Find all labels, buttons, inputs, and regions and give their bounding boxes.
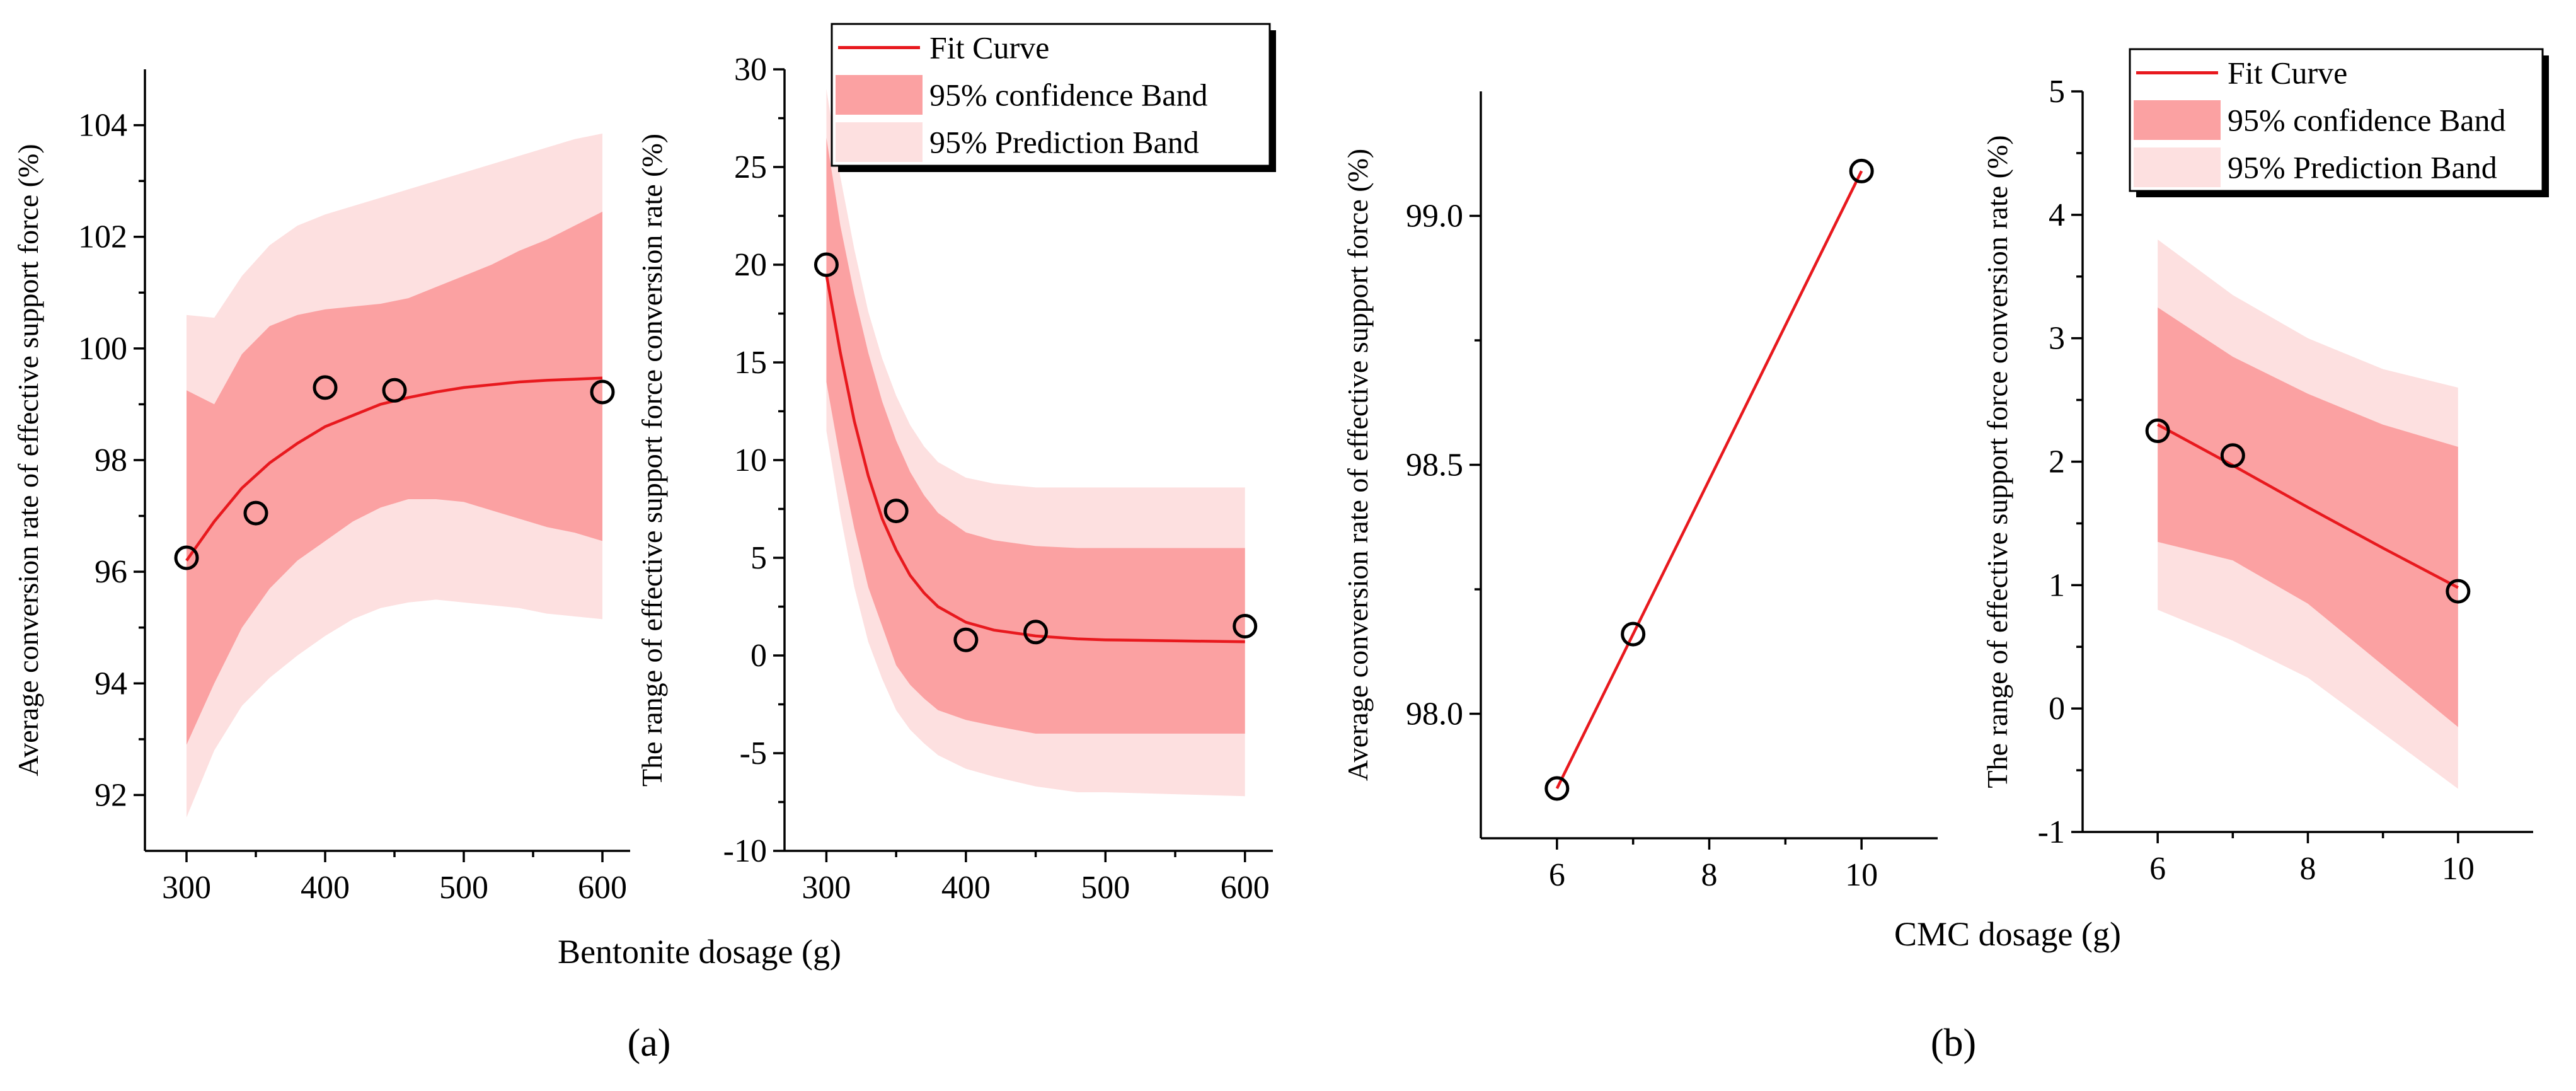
y-tick-label: -10 — [723, 833, 767, 869]
data-point — [590, 379, 615, 405]
confidence-band — [826, 137, 1245, 734]
legend-label: 95% confidence Band — [2228, 103, 2506, 138]
x-tick-label: 6 — [1549, 857, 1565, 893]
y-tick-label: -5 — [740, 736, 767, 771]
data-point — [313, 375, 338, 400]
x-tick-label: 6 — [2149, 851, 2166, 887]
y-axis-label: Average conversion rate of effective sup… — [1342, 149, 1374, 781]
y-tick-label: 30 — [734, 52, 767, 88]
legend-label: Fit Curve — [929, 30, 1049, 66]
data-point — [2220, 443, 2245, 468]
x-tick-label: 400 — [941, 870, 991, 906]
panel-label-b: (b) — [1931, 1022, 1976, 1065]
y-tick-label: 25 — [734, 149, 767, 185]
x-tick-label: 8 — [2300, 851, 2316, 887]
data-point — [1233, 614, 1258, 638]
y-tick-label: 5 — [2049, 74, 2065, 110]
x-tick-label: 500 — [439, 870, 488, 906]
y-tick-label: 92 — [95, 777, 127, 813]
series-line — [1555, 170, 1863, 789]
y-tick-label: 99.0 — [1406, 199, 1463, 234]
y-axis-label: Average conversion rate of effective sup… — [12, 144, 44, 776]
panel-label-a: (a) — [628, 1022, 671, 1065]
x-tick-label: 10 — [1845, 857, 1878, 893]
y-tick-label: 94 — [95, 666, 127, 701]
legend: Fit Curve 95% confidence Band 95% Predicti… — [831, 23, 1276, 172]
y-tick-label: 96 — [95, 554, 127, 590]
y-tick-label: 0 — [2049, 691, 2065, 727]
xlabel-cmc: CMC dosage (g) — [1894, 915, 2121, 953]
y-tick-label: 98.0 — [1406, 696, 1463, 732]
x-tick-label: 400 — [301, 870, 350, 906]
y-tick-label: 10 — [734, 442, 767, 478]
y-axis-label: The range of effective support force con… — [1981, 135, 2013, 788]
chart-a1: 92 94 96 98 100 102 104 300 400 500 600 Average con… — [12, 69, 630, 906]
data-point — [174, 545, 199, 570]
data-point — [953, 627, 979, 652]
legend-swatch-confidence — [836, 75, 923, 115]
y-tick-label: 5 — [750, 540, 767, 576]
data-point — [883, 499, 909, 524]
legend-swatch-prediction — [836, 122, 923, 162]
legend-swatch-prediction — [2134, 147, 2221, 187]
y-tick-label: 2 — [2049, 444, 2065, 480]
data-point — [1023, 620, 1049, 645]
data-point — [1544, 776, 1570, 801]
y-tick-label: 1 — [2049, 567, 2065, 603]
y-tick-label: 15 — [734, 345, 767, 381]
y-tick-label: 100 — [78, 331, 127, 367]
fit-curve — [825, 274, 1245, 644]
chart-b1: 98.0 98.5 99.0 6 8 10 Average conversion rate … — [1342, 91, 1938, 893]
x-tick-label: 300 — [162, 870, 211, 906]
legend: Fit Curve 95% confidence Band 95% Predicti… — [2129, 48, 2549, 197]
x-tick-label: 600 — [578, 870, 627, 906]
data-point — [2446, 579, 2471, 604]
y-tick-label: 104 — [78, 108, 127, 144]
y-tick-label: 4 — [2049, 197, 2065, 233]
data-point — [243, 500, 268, 526]
y-tick-label: 102 — [78, 219, 127, 255]
xlabel-bentonite: Bentonite dosage (g) — [558, 933, 841, 971]
data-point — [814, 252, 839, 277]
y-tick-label: 20 — [734, 247, 767, 283]
x-tick-label: 300 — [802, 870, 851, 906]
y-tick-label: -1 — [2038, 814, 2065, 850]
data-point — [2145, 419, 2170, 444]
x-tick-label: 600 — [1221, 870, 1270, 906]
x-tick-label: 10 — [2442, 851, 2475, 887]
y-tick-label: 98.5 — [1406, 447, 1463, 483]
chart-b2: -1 0 1 2 3 4 5 6 8 10 The range of effective suppo… — [1981, 48, 2549, 887]
legend-label: 95% Prediction Band — [2228, 150, 2497, 185]
confidence-band — [187, 211, 602, 745]
x-tick-label: 8 — [1701, 857, 1718, 893]
legend-swatch-confidence — [2134, 100, 2221, 140]
fit-curve — [2157, 423, 2459, 589]
data-point — [1849, 158, 1874, 183]
confidence-band — [2158, 307, 2458, 727]
legend-label: Fit Curve — [2228, 55, 2347, 91]
y-axis-label: The range of effective support force con… — [636, 134, 668, 787]
y-tick-label: 98 — [95, 442, 127, 478]
legend-label: 95% Prediction Band — [929, 125, 1199, 160]
data-point — [382, 378, 407, 403]
y-tick-label: 3 — [2049, 321, 2065, 357]
y-tick-label: 0 — [750, 638, 767, 674]
x-tick-label: 500 — [1081, 870, 1130, 906]
legend-label: 95% confidence Band — [929, 78, 1208, 113]
data-point — [1621, 621, 1646, 647]
chart-a2: -10 -5 0 5 10 15 20 25 30 300 400 500 600 The range o… — [636, 23, 1276, 906]
